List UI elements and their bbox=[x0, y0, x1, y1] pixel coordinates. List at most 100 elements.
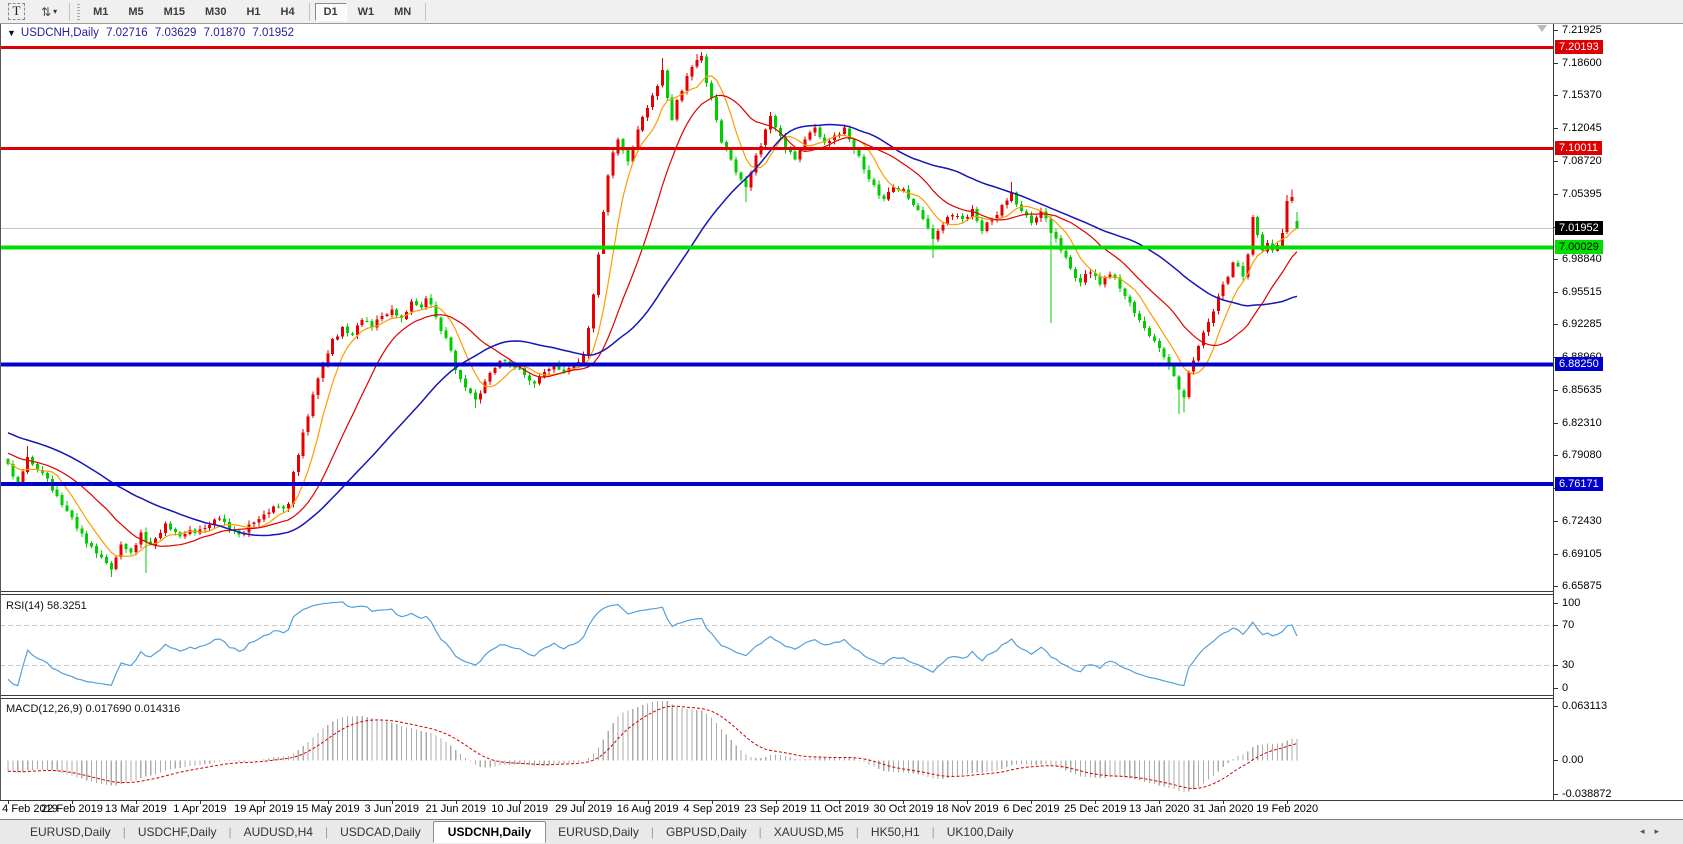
time-tick-label[interactable]: 3 Jun 2019 bbox=[364, 803, 419, 815]
price-tick-mark bbox=[1553, 29, 1558, 31]
time-tick-label[interactable]: 31 Jan 2020 bbox=[1192, 803, 1254, 815]
time-tick-label[interactable]: 19 Feb 2020 bbox=[1256, 803, 1319, 815]
timeframe-m1-button[interactable]: M1 bbox=[84, 3, 117, 21]
time-tick-mark bbox=[71, 800, 73, 804]
collapse-triangle-icon[interactable]: ▼ bbox=[7, 28, 16, 38]
timeframe-mn-button[interactable]: MN bbox=[385, 3, 420, 21]
time-tick-label[interactable]: 16 Aug 2019 bbox=[616, 803, 679, 815]
time-tick-mark bbox=[263, 800, 265, 804]
time-tick-label[interactable]: 1 Apr 2019 bbox=[173, 803, 227, 815]
rsi-tick-mark bbox=[1553, 602, 1558, 604]
time-tick-mark bbox=[8, 800, 9, 804]
time-tick-label[interactable]: 25 Dec 2019 bbox=[1064, 803, 1127, 815]
timeframe-d1-button[interactable]: D1 bbox=[314, 2, 347, 21]
tab-separator: | bbox=[931, 825, 935, 839]
chart-tab-usdchf-daily[interactable]: USDCHF,Daily bbox=[137, 825, 217, 839]
tab-separator: | bbox=[122, 825, 126, 839]
tab-separator: | bbox=[650, 825, 654, 839]
time-tick-mark bbox=[967, 800, 969, 804]
time-tick-label[interactable]: 21 Jun 2019 bbox=[425, 803, 486, 815]
time-tick-label[interactable]: 19 Apr 2019 bbox=[234, 803, 294, 815]
time-tick-label[interactable]: 10 Jul 2019 bbox=[491, 803, 549, 815]
main-price-pane[interactable] bbox=[0, 24, 1553, 591]
tabs-scroll-left-icon[interactable]: ◂ bbox=[1639, 826, 1655, 836]
pane-separator[interactable] bbox=[0, 695, 1553, 696]
time-tick-label[interactable]: 18 Nov 2019 bbox=[936, 803, 999, 815]
rsi-pane[interactable] bbox=[0, 596, 1553, 695]
time-tick-mark bbox=[839, 800, 841, 804]
price-tick-label: 6.95515 bbox=[1562, 285, 1602, 298]
pane-separator[interactable] bbox=[0, 591, 1553, 592]
time-tick-label[interactable]: 13 Jan 2020 bbox=[1128, 803, 1190, 815]
price-tick-label: 6.85635 bbox=[1562, 383, 1602, 396]
macd-pane[interactable] bbox=[0, 699, 1553, 800]
time-tick-mark bbox=[455, 800, 457, 804]
macd-tick-mark bbox=[1553, 705, 1558, 707]
tab-separator: | bbox=[855, 825, 859, 839]
time-tick-label[interactable]: 23 Sep 2019 bbox=[744, 803, 807, 815]
arrange-windows-button[interactable]: ⇅ ▾ bbox=[35, 2, 63, 21]
timeframe-h4-button[interactable]: H4 bbox=[272, 3, 304, 21]
tabs-scroll-right-icon[interactable]: ▸ bbox=[1654, 826, 1669, 836]
price-tick-mark bbox=[1553, 127, 1558, 129]
tab-separator: | bbox=[758, 825, 762, 839]
price-tick-mark bbox=[1553, 454, 1558, 456]
price-tick-label: 6.82310 bbox=[1562, 416, 1602, 429]
time-tick-label[interactable]: 6 Dec 2019 bbox=[1003, 803, 1060, 815]
close-value: 7.01952 bbox=[252, 27, 294, 39]
time-tick-label[interactable]: 30 Oct 2019 bbox=[873, 803, 934, 815]
chart-tab-eurusd-daily[interactable]: EURUSD,Daily bbox=[558, 825, 639, 839]
timeframe-h1-button[interactable]: H1 bbox=[237, 3, 269, 21]
price-tick-mark bbox=[1553, 258, 1558, 260]
chart-title: ▼ USDCNH,Daily 7.02716 7.03629 7.01870 7.… bbox=[7, 27, 298, 39]
time-tick-mark bbox=[1095, 800, 1097, 804]
symbol-label: USDCNH,Daily bbox=[20, 27, 99, 39]
toolbar: T ⇅ ▾ M1 M5 M15 M30 H1 H4 D1 W1 MN bbox=[0, 0, 1683, 24]
chart-tab-uk100-daily[interactable]: UK100,Daily bbox=[946, 825, 1014, 839]
price-tick-label: 7.08720 bbox=[1562, 154, 1602, 167]
chart-tab-usdcad-daily[interactable]: USDCAD,Daily bbox=[340, 825, 421, 839]
toolbar-grip bbox=[77, 3, 81, 20]
time-tick-label[interactable]: 4 Feb 2019 bbox=[2, 803, 58, 815]
time-tick-label[interactable]: 22 Feb 2019 bbox=[41, 803, 103, 815]
price-tick-label: 6.98840 bbox=[1562, 252, 1602, 265]
price-axis-border bbox=[1553, 24, 1554, 800]
timeframe-w1-button[interactable]: W1 bbox=[349, 3, 384, 21]
price-tick-label: 7.21925 bbox=[1562, 23, 1602, 36]
time-tick-label[interactable]: 11 Oct 2019 bbox=[809, 803, 870, 815]
chart-tab-hk50-h1[interactable]: HK50,H1 bbox=[870, 825, 920, 839]
time-tick-label[interactable]: 29 Jul 2019 bbox=[555, 803, 613, 815]
chart-tab-usdcnh-daily[interactable]: USDCNH,Daily bbox=[432, 821, 547, 843]
time-tick-label[interactable]: 15 May 2019 bbox=[295, 803, 360, 815]
pane-separator bbox=[0, 594, 1553, 595]
time-tick-label[interactable]: 13 Mar 2019 bbox=[105, 803, 167, 815]
timeframe-m5-button[interactable]: M5 bbox=[119, 3, 152, 21]
chart-shift-marker[interactable] bbox=[1537, 25, 1547, 32]
timeframe-m30-button[interactable]: M30 bbox=[196, 3, 235, 21]
chart-tab-audusd-h4[interactable]: AUDUSD,H4 bbox=[243, 825, 313, 839]
price-tick-mark bbox=[1553, 323, 1558, 325]
chart-bottom-border bbox=[0, 800, 1683, 801]
tab-separator: | bbox=[228, 825, 232, 839]
macd-tick-label: -0.038872 bbox=[1562, 787, 1612, 800]
tab-scroll-arrows[interactable]: ◂▸ bbox=[1640, 826, 1669, 837]
time-tick-mark bbox=[903, 800, 905, 804]
time-tick-mark bbox=[135, 800, 137, 804]
chart-tab-gbpusd-daily[interactable]: GBPUSD,Daily bbox=[665, 825, 747, 839]
rsi-label: RSI(14) 58.3251 bbox=[6, 600, 87, 612]
price-badge: 7.00029 bbox=[1555, 240, 1603, 255]
tab-separator: | bbox=[324, 825, 329, 839]
rsi-tick-label: 100 bbox=[1562, 596, 1581, 609]
price-tick-label: 6.69105 bbox=[1562, 547, 1602, 560]
timeframe-m15-button[interactable]: M15 bbox=[155, 3, 194, 21]
pane-separator bbox=[0, 698, 1553, 699]
price-tick-mark bbox=[1553, 193, 1558, 195]
price-badge: 6.88250 bbox=[1555, 357, 1603, 372]
text-tool-button[interactable]: T bbox=[2, 2, 31, 21]
price-tick-label: 6.65875 bbox=[1562, 579, 1602, 592]
price-badge: 7.10011 bbox=[1555, 141, 1602, 156]
chart-tab-xauusd-m5[interactable]: XAUUSD,M5 bbox=[773, 825, 844, 839]
chart-tab-eurusd-daily[interactable]: EURUSD,Daily bbox=[30, 825, 111, 839]
time-tick-label[interactable]: 4 Sep 2019 bbox=[683, 803, 740, 815]
